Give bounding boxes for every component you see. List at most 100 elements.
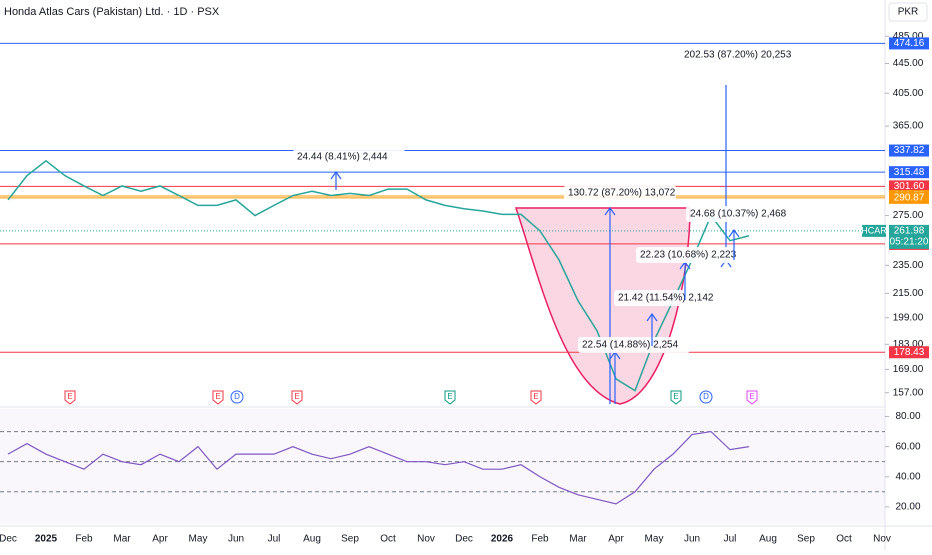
rsi-tick-label: 20.00 (895, 501, 920, 512)
price-level-label: 337.82 (894, 145, 925, 156)
measure-box (680, 47, 792, 63)
x-tick-label: Jul (724, 534, 737, 545)
y-tick-label: 157.00 (893, 387, 924, 398)
x-tick-label: Nov (873, 534, 891, 545)
measure-box (293, 149, 405, 165)
measure-box (686, 206, 798, 222)
x-tick-label: Dec (455, 534, 473, 545)
measure-box (636, 247, 748, 263)
rsi-tick-label: 40.00 (895, 471, 920, 482)
event-marker (212, 390, 224, 405)
y-tick-label: 183.00 (893, 339, 924, 350)
event-marker (746, 390, 758, 405)
currency-box[interactable] (888, 2, 928, 22)
x-tick-label: Oct (836, 534, 852, 545)
x-tick-label: Aug (303, 534, 321, 545)
last-price-label: 261.98 (894, 226, 925, 237)
event-marker (699, 390, 713, 404)
price-level-label: 315.48 (894, 167, 925, 178)
y-tick-label: 365.00 (893, 121, 924, 132)
price-level-label: 301.60 (894, 181, 925, 192)
price-level-label: 474.16 (894, 38, 925, 49)
measure-label: 202.53 (87.20%) 20,253 (684, 50, 792, 61)
x-tick-label: Feb (75, 534, 93, 545)
measure-arrow-head (330, 170, 342, 180)
measure-arrow-head (646, 312, 658, 322)
x-tick-label: Jun (228, 534, 244, 545)
countdown: 05:21:20 (890, 237, 929, 248)
x-tick-label: Oct (380, 534, 396, 545)
x-tick-label: Nov (417, 534, 435, 545)
event-marker (530, 390, 542, 405)
price-level-box (889, 346, 929, 359)
price-level-label: 178.43 (894, 347, 925, 358)
measure-label: 24.44 (8.41%) 2,444 (297, 152, 388, 163)
x-tick-label: Sep (797, 534, 815, 545)
event-label: E (294, 392, 299, 401)
x-tick-label: Jun (684, 534, 700, 545)
event-label: E (447, 392, 452, 401)
x-tick-label: Dec (0, 534, 17, 545)
measure-box (578, 337, 690, 353)
y-tick-label: 199.00 (893, 312, 924, 323)
rsi-tick-label: 80.00 (895, 411, 920, 422)
event-label: E (67, 392, 72, 401)
symbol-label: HCAR (861, 225, 887, 235)
rsi-tick-label: 60.00 (895, 441, 920, 452)
rsi-background (0, 409, 885, 524)
x-tick-label: Apr (608, 534, 624, 545)
x-tick-label: Mar (569, 534, 587, 545)
x-tick-label: 2026 (491, 534, 514, 545)
y-tick-label: 445.00 (893, 58, 924, 69)
event-marker (444, 390, 456, 405)
event-label: E (749, 392, 754, 401)
y-tick-label: 215.00 (893, 288, 924, 299)
measure-label: 22.54 (14.88%) 2,254 (582, 340, 679, 351)
x-tick-label: Aug (759, 534, 777, 545)
measure-box (564, 185, 676, 201)
x-tick-label: 2025 (35, 534, 58, 545)
x-tick-label: Mar (113, 534, 131, 545)
price-level-box (889, 166, 929, 179)
measure-label: 24.68 (10.37%) 2,468 (690, 209, 787, 220)
measure-label: 22.23 (10.68%) 2,223 (640, 250, 737, 261)
event-label: E (533, 392, 538, 401)
measure-arrow-head (604, 206, 616, 216)
y-tick-label: 275.00 (893, 210, 924, 221)
x-tick-label: May (189, 534, 208, 545)
x-tick-label: Sep (341, 534, 359, 545)
x-tick-label: Jul (268, 534, 281, 545)
x-tick-label: Feb (531, 534, 549, 545)
event-marker (291, 390, 303, 405)
x-tick-label: May (645, 534, 664, 545)
event-marker (64, 390, 76, 405)
event-marker (670, 390, 682, 405)
price-level-box (889, 191, 929, 204)
x-tick-label: Apr (152, 534, 168, 545)
y-tick-label: 235.00 (893, 260, 924, 271)
price-level-box (889, 37, 929, 50)
measure-arrow-head (728, 228, 740, 238)
rsi-line (7, 430, 750, 505)
y-tick-label: 485.00 (893, 31, 924, 42)
event-label: D (703, 392, 709, 401)
event-label: D (234, 392, 240, 401)
currency[interactable]: PKR (898, 7, 919, 18)
symbol-box (862, 224, 886, 237)
y-tick-label: 405.00 (893, 88, 924, 99)
event-label: E (673, 392, 678, 401)
price-level-box (889, 180, 929, 193)
event-marker (230, 390, 244, 404)
last-price-box (889, 224, 929, 249)
measure-label: 130.72 (87.20%) 13,072 (568, 188, 676, 199)
measure-box (614, 290, 726, 306)
price-level-box (889, 144, 929, 157)
measure-label: 21.42 (11.54%) 2,142 (618, 293, 714, 304)
y-tick-label: 169.00 (893, 364, 924, 375)
event-label: E (215, 392, 220, 401)
price-level-label: 290.87 (894, 192, 925, 203)
price-line (7, 159, 750, 392)
chart-title: Honda Atlas Cars (Pakistan) Ltd. · 1D · … (4, 6, 220, 18)
